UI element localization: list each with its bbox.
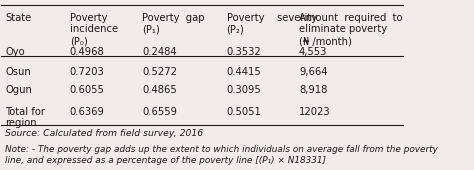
Text: Total for
region: Total for region	[5, 107, 46, 129]
Text: 0.4865: 0.4865	[142, 85, 177, 95]
Text: Source: Calculated from field survey, 2016: Source: Calculated from field survey, 20…	[5, 129, 203, 138]
Text: 0.6055: 0.6055	[70, 85, 105, 95]
Text: Oyo: Oyo	[5, 47, 25, 57]
Text: Note: - The poverty gap adds up the extent to which individuals on average fall : Note: - The poverty gap adds up the exte…	[5, 145, 438, 165]
Text: Poverty
incidence
(P₀): Poverty incidence (P₀)	[70, 13, 118, 46]
Text: 0.4968: 0.4968	[70, 47, 104, 57]
Text: Osun: Osun	[5, 67, 31, 77]
Text: State: State	[5, 13, 32, 23]
Text: 0.6369: 0.6369	[70, 107, 105, 117]
Text: 12023: 12023	[299, 107, 330, 117]
Text: 0.4415: 0.4415	[227, 67, 261, 77]
Text: 0.5272: 0.5272	[142, 67, 177, 77]
Text: 4,553: 4,553	[299, 47, 327, 57]
Text: 0.5051: 0.5051	[227, 107, 261, 117]
Text: Ogun: Ogun	[5, 85, 32, 95]
Text: 8,918: 8,918	[299, 85, 327, 95]
Text: 0.2484: 0.2484	[142, 47, 177, 57]
Text: Poverty  gap
(P₁): Poverty gap (P₁)	[142, 13, 205, 35]
Text: Poverty    severity
(P₂): Poverty severity (P₂)	[227, 13, 317, 35]
Text: 0.7203: 0.7203	[70, 67, 104, 77]
Text: Amount  required  to
eliminate poverty
(₦ /month): Amount required to eliminate poverty (₦ …	[299, 13, 402, 46]
Text: 0.6559: 0.6559	[142, 107, 177, 117]
Text: 0.3532: 0.3532	[227, 47, 261, 57]
Text: 0.3095: 0.3095	[227, 85, 261, 95]
Text: 9,664: 9,664	[299, 67, 328, 77]
